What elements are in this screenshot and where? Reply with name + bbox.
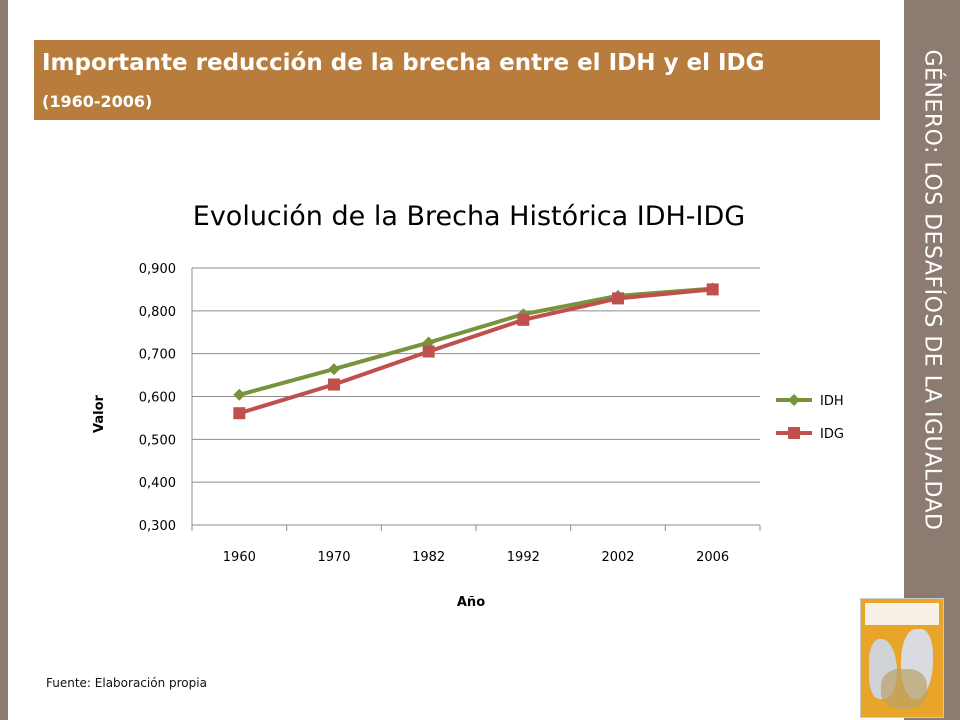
- idg-line: [238, 287, 713, 416]
- x-tick-label: 1992: [507, 550, 540, 565]
- left-decor-strip: [0, 0, 8, 720]
- y-tick-label: 0,900: [139, 262, 176, 277]
- y-tick-label: 0,600: [139, 391, 176, 406]
- x-tick-label: 1982: [412, 550, 445, 565]
- y-tick-label: 0,800: [139, 305, 176, 320]
- legend-idh-label: IDH: [820, 394, 844, 409]
- legend-idh-marker: [788, 394, 800, 406]
- x-tick-label: 1960: [223, 550, 256, 565]
- x-axis-label: Año: [457, 595, 485, 610]
- idh-point: [328, 363, 340, 376]
- source-note: Fuente: Elaboración propia: [46, 676, 207, 690]
- chart-title: Evolución de la Brecha Histórica IDH-IDG: [193, 201, 745, 232]
- idh-point: [233, 388, 246, 401]
- legend-idg-label: IDG: [820, 427, 844, 442]
- legend-idg-marker: [788, 427, 800, 439]
- y-tick-label: 0,700: [139, 348, 176, 363]
- line-chart: Evolución de la Brecha Histórica IDH-IDG…: [92, 201, 844, 610]
- idh-line: [238, 286, 713, 397]
- idg-point: [328, 378, 340, 391]
- idg-point: [706, 283, 719, 296]
- side-title: GÉNERO: LOS DESAFÍOS DE LA IGUALDAD: [919, 49, 945, 531]
- slide-title: Importante reducción de la brecha entre …: [42, 50, 765, 76]
- x-tick-label: 1970: [317, 550, 350, 565]
- report-cover-image: [860, 598, 944, 718]
- slide-header: Importante reducción de la brecha entre …: [34, 40, 880, 120]
- slide-subtitle: (1960-2006): [42, 92, 153, 111]
- y-tick-label: 0,500: [139, 433, 176, 448]
- y-tick-label: 0,300: [139, 519, 176, 534]
- y-tick-label: 0,400: [139, 476, 176, 491]
- x-tick-label: 2002: [601, 550, 634, 565]
- idg-point: [422, 345, 435, 358]
- y-axis-label: Valor: [92, 394, 107, 433]
- idg-point: [612, 292, 624, 305]
- idg-point: [233, 407, 246, 420]
- x-tick-label: 2006: [696, 550, 729, 565]
- idg-point: [517, 313, 530, 326]
